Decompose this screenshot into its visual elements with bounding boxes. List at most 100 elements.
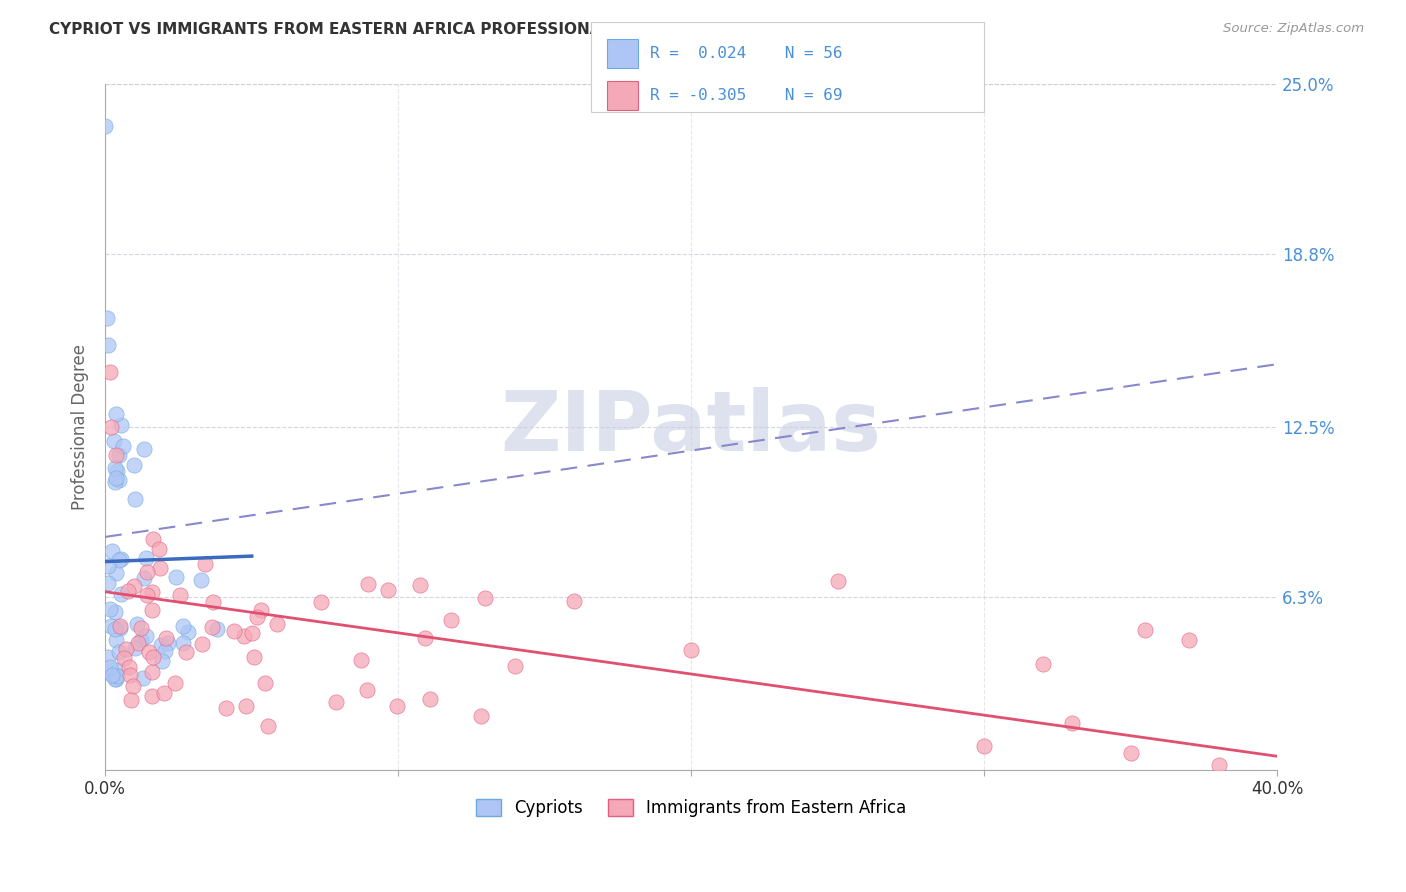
Text: CYPRIOT VS IMMIGRANTS FROM EASTERN AFRICA PROFESSIONAL DEGREE CORRELATION CHART: CYPRIOT VS IMMIGRANTS FROM EASTERN AFRIC…: [49, 22, 873, 37]
Text: Source: ZipAtlas.com: Source: ZipAtlas.com: [1223, 22, 1364, 36]
Point: [141, 665, 163, 679]
Point: [177, 625, 200, 640]
Point: [108, 553, 131, 567]
Point: [136, 589, 159, 603]
Point: [100, 420, 122, 434]
Point: [356, 683, 378, 698]
Point: [193, 557, 215, 571]
Point: [470, 709, 492, 723]
Point: [142, 650, 165, 665]
Point: [104, 632, 127, 647]
Point: [157, 635, 180, 649]
Point: [266, 617, 288, 632]
Point: [104, 605, 127, 619]
Point: [135, 550, 157, 565]
Point: [103, 434, 125, 448]
Point: [148, 541, 170, 556]
Point: [201, 595, 224, 609]
Point: [101, 668, 124, 682]
Point: [104, 407, 127, 421]
Point: [108, 621, 131, 635]
Point: [235, 699, 257, 714]
Point: [97, 576, 120, 591]
Point: [108, 645, 131, 659]
Point: [246, 610, 269, 624]
Point: [100, 544, 122, 558]
Point: [98, 365, 121, 379]
Point: [415, 632, 437, 646]
Point: [172, 636, 194, 650]
Point: [105, 669, 128, 683]
Point: [135, 629, 157, 643]
Point: [409, 578, 432, 592]
Point: [129, 621, 152, 635]
Point: [149, 560, 172, 574]
Point: [1178, 632, 1201, 647]
Point: [215, 701, 238, 715]
Point: [114, 641, 136, 656]
Point: [98, 665, 121, 680]
Point: [129, 633, 152, 648]
Point: [104, 622, 127, 636]
Point: [132, 442, 155, 457]
Point: [127, 636, 149, 650]
Point: [117, 584, 139, 599]
Point: [150, 654, 173, 668]
Point: [165, 570, 187, 584]
Point: [120, 668, 142, 682]
Point: [249, 603, 271, 617]
Point: [98, 660, 121, 674]
Point: [309, 595, 332, 609]
Point: [681, 643, 703, 657]
Y-axis label: Professional Degree: Professional Degree: [72, 344, 89, 510]
Point: [387, 698, 409, 713]
Point: [240, 626, 263, 640]
Point: [562, 593, 585, 607]
Point: [118, 660, 141, 674]
Point: [163, 675, 186, 690]
Legend: Cypriots, Immigrants from Eastern Africa: Cypriots, Immigrants from Eastern Africa: [470, 792, 914, 823]
Point: [172, 619, 194, 633]
Point: [377, 582, 399, 597]
Text: R = -0.305    N = 69: R = -0.305 N = 69: [650, 88, 842, 103]
Point: [257, 719, 280, 733]
Point: [141, 689, 163, 703]
Point: [105, 566, 128, 580]
Text: ZIPatlas: ZIPatlas: [501, 387, 882, 467]
Point: [108, 473, 131, 487]
Point: [108, 619, 131, 633]
Point: [121, 679, 143, 693]
Point: [110, 551, 132, 566]
Point: [132, 671, 155, 685]
Point: [112, 651, 135, 665]
Point: [96, 310, 118, 325]
Point: [1135, 623, 1157, 637]
Point: [1119, 746, 1142, 760]
Point: [232, 629, 254, 643]
Point: [124, 641, 146, 656]
Point: [222, 624, 245, 639]
Point: [122, 579, 145, 593]
Point: [141, 584, 163, 599]
Point: [153, 643, 176, 657]
Point: [97, 338, 120, 352]
Point: [104, 673, 127, 687]
Point: [132, 571, 155, 585]
Point: [110, 587, 132, 601]
Point: [440, 613, 463, 627]
Point: [474, 591, 496, 605]
Point: [419, 692, 441, 706]
Point: [155, 631, 177, 645]
Point: [142, 532, 165, 546]
Point: [191, 637, 214, 651]
Point: [1208, 757, 1230, 772]
Point: [169, 588, 191, 602]
Point: [201, 620, 224, 634]
Point: [190, 573, 212, 587]
Point: [153, 686, 176, 700]
Point: [254, 675, 277, 690]
Point: [105, 470, 128, 484]
Point: [350, 653, 373, 667]
Point: [138, 645, 160, 659]
Point: [105, 464, 128, 478]
